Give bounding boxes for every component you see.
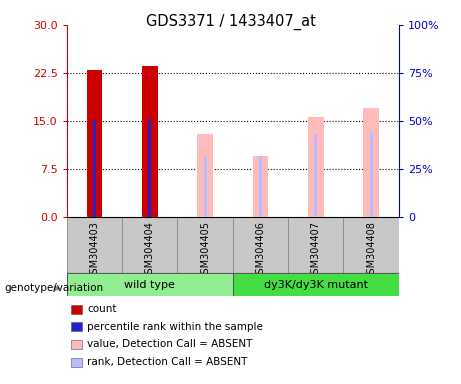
Text: value, Detection Call = ABSENT: value, Detection Call = ABSENT: [87, 339, 253, 349]
Text: GSM304405: GSM304405: [200, 221, 210, 280]
Text: GSM304403: GSM304403: [89, 221, 100, 280]
Bar: [177, 217, 233, 273]
Text: GSM304408: GSM304408: [366, 221, 376, 280]
Bar: [288, 217, 343, 273]
Bar: [308, 117, 324, 217]
Text: rank, Detection Call = ABSENT: rank, Detection Call = ABSENT: [87, 357, 248, 367]
Text: wild type: wild type: [124, 280, 175, 290]
Text: GSM304404: GSM304404: [145, 221, 155, 280]
Bar: [87, 70, 102, 217]
Text: GSM304407: GSM304407: [311, 221, 321, 280]
Text: GDS3371 / 1433407_at: GDS3371 / 1433407_at: [146, 13, 315, 30]
Bar: [259, 156, 262, 217]
Text: dy3K/dy3K mutant: dy3K/dy3K mutant: [264, 280, 368, 290]
Bar: [204, 156, 207, 217]
Bar: [93, 120, 96, 217]
Bar: [343, 217, 399, 273]
Text: count: count: [87, 304, 117, 314]
Bar: [363, 108, 379, 217]
Bar: [233, 273, 399, 296]
Bar: [122, 217, 177, 273]
Bar: [148, 119, 151, 217]
Bar: [370, 132, 372, 217]
Bar: [233, 217, 288, 273]
Bar: [197, 134, 213, 217]
Text: GSM304406: GSM304406: [255, 221, 266, 280]
Bar: [314, 134, 317, 217]
Bar: [142, 66, 158, 217]
Bar: [253, 156, 268, 217]
Text: percentile rank within the sample: percentile rank within the sample: [87, 322, 263, 332]
Bar: [67, 217, 122, 273]
Bar: [67, 273, 233, 296]
Text: genotype/variation: genotype/variation: [5, 283, 104, 293]
